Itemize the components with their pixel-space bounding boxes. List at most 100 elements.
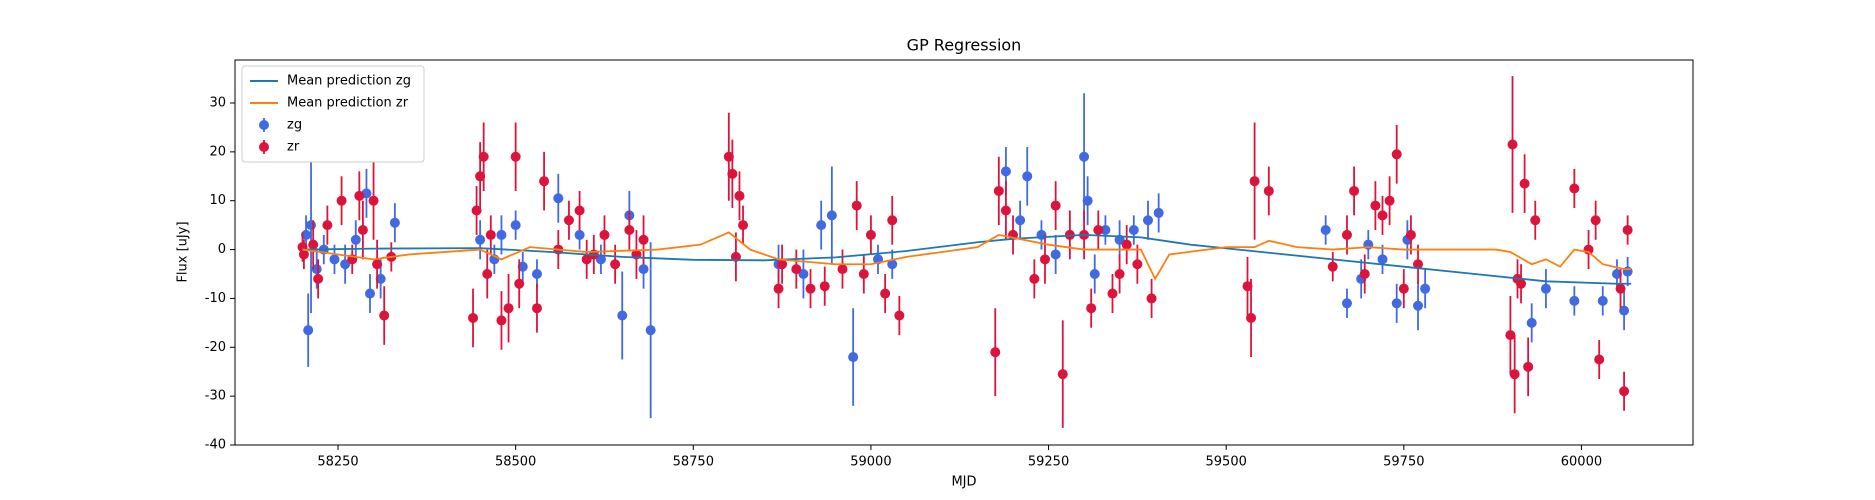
plot-area xyxy=(297,76,1633,428)
data-point xyxy=(1057,369,1068,380)
data-point xyxy=(1405,229,1416,240)
data-point xyxy=(1619,386,1630,397)
data-point xyxy=(858,268,869,279)
data-point xyxy=(1015,215,1026,226)
data-point xyxy=(1079,151,1090,162)
data-point xyxy=(1413,259,1424,270)
data-point xyxy=(816,220,827,231)
x-tick-label: 58500 xyxy=(495,455,536,470)
data-point xyxy=(1082,195,1093,206)
data-point xyxy=(1050,200,1061,211)
data-point xyxy=(734,190,745,201)
data-point xyxy=(1320,225,1331,236)
data-point xyxy=(773,283,784,294)
y-tick-label: -20 xyxy=(205,340,226,355)
data-point xyxy=(738,220,749,231)
x-tick-label: 59250 xyxy=(1028,455,1069,470)
data-point xyxy=(887,215,898,226)
data-point xyxy=(1100,225,1111,236)
data-point xyxy=(503,303,514,314)
data-point xyxy=(574,205,585,216)
data-point xyxy=(1341,229,1352,240)
data-point xyxy=(475,234,486,245)
data-point xyxy=(322,220,333,231)
data-point xyxy=(1349,185,1360,196)
y-tick-label: -40 xyxy=(205,438,226,453)
data-point xyxy=(563,215,574,226)
y-tick-label: -30 xyxy=(205,389,226,404)
legend-swatch xyxy=(259,142,269,152)
data-point xyxy=(638,264,649,275)
data-point xyxy=(311,264,322,275)
y-tick-label: 0 xyxy=(218,242,226,257)
data-point xyxy=(1569,295,1580,306)
data-point xyxy=(539,176,550,187)
data-point xyxy=(303,325,314,336)
data-point xyxy=(1530,215,1541,226)
data-point xyxy=(357,225,368,236)
data-point xyxy=(496,229,507,240)
data-point xyxy=(1507,139,1518,150)
data-point xyxy=(1128,225,1139,236)
x-tick-label: 59500 xyxy=(1206,455,1247,470)
data-point xyxy=(887,259,898,270)
data-point xyxy=(723,151,734,162)
data-point xyxy=(624,225,635,236)
legend-swatch xyxy=(259,120,269,130)
data-point xyxy=(1597,295,1608,306)
data-point xyxy=(1420,283,1431,294)
data-point xyxy=(865,229,876,240)
data-point xyxy=(298,249,309,260)
data-point xyxy=(1505,330,1516,341)
y-tick-label: 10 xyxy=(209,193,226,208)
data-point xyxy=(340,259,351,270)
data-point xyxy=(1622,225,1633,236)
data-point xyxy=(1040,254,1050,265)
legend-label: Mean prediction zr xyxy=(287,96,409,111)
data-point xyxy=(306,220,317,231)
data-point xyxy=(1370,200,1381,211)
x-tick-label: 58750 xyxy=(673,455,714,470)
data-point xyxy=(1107,288,1118,299)
data-point xyxy=(1615,283,1626,294)
data-point xyxy=(599,229,610,240)
data-point xyxy=(1377,254,1388,265)
data-point xyxy=(1029,273,1040,284)
data-point xyxy=(365,288,375,299)
data-point xyxy=(791,264,802,275)
data-point xyxy=(354,190,365,201)
data-point xyxy=(372,259,383,270)
data-point xyxy=(1146,293,1157,304)
chart-title: GP Regression xyxy=(907,36,1022,55)
x-tick-label: 58250 xyxy=(317,455,358,470)
data-point xyxy=(1000,166,1011,177)
y-tick-label: 30 xyxy=(209,95,226,110)
data-point xyxy=(1540,283,1551,294)
data-point xyxy=(475,171,486,182)
data-point xyxy=(1523,361,1534,372)
data-point xyxy=(1590,215,1601,226)
x-tick-label: 59750 xyxy=(1383,455,1424,470)
data-point xyxy=(531,268,542,279)
data-point xyxy=(826,210,837,221)
data-point xyxy=(1519,178,1530,189)
data-point xyxy=(1526,317,1537,328)
data-point xyxy=(1327,261,1338,272)
data-point xyxy=(478,151,489,162)
data-point xyxy=(510,220,521,231)
data-point xyxy=(1143,215,1154,226)
legend-label: Mean prediction zg xyxy=(287,74,411,89)
data-point xyxy=(894,310,905,321)
data-point xyxy=(617,310,628,321)
y-tick-label: -10 xyxy=(205,291,226,306)
data-point xyxy=(880,288,891,299)
data-point xyxy=(301,229,312,240)
data-point xyxy=(805,283,816,294)
data-point xyxy=(1359,268,1370,279)
data-point xyxy=(368,195,379,206)
data-point xyxy=(727,168,738,179)
data-point xyxy=(308,239,319,250)
data-point xyxy=(638,234,649,245)
data-point xyxy=(574,229,585,240)
data-point xyxy=(514,278,525,289)
